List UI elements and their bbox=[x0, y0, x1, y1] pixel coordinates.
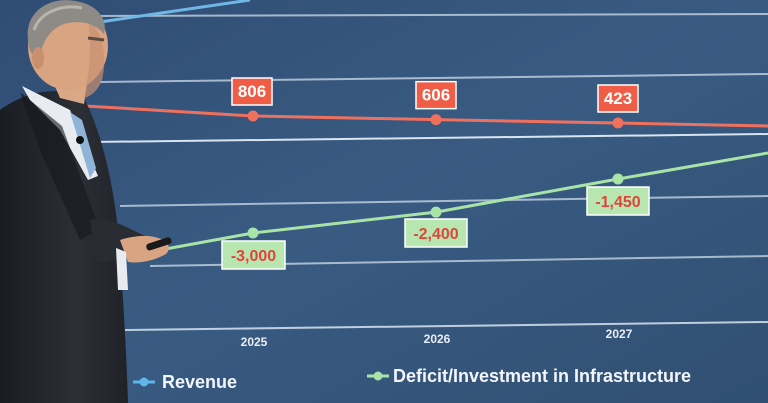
deficit-point bbox=[247, 227, 259, 239]
revenue-line-cutoff bbox=[99, 0, 251, 24]
deficit-data-label: -2,400 bbox=[413, 226, 458, 243]
legend-swatch-dot bbox=[373, 371, 383, 381]
x-tick-label: 2027 bbox=[606, 327, 633, 341]
revenue-label-box bbox=[231, 77, 273, 106]
gridline bbox=[99, 73, 768, 83]
gridline bbox=[89, 13, 768, 17]
revenue-point bbox=[612, 117, 624, 129]
deficit-label-box bbox=[404, 218, 468, 248]
gridline bbox=[119, 195, 768, 207]
deficit-point bbox=[430, 206, 442, 218]
gridlines bbox=[89, 13, 768, 331]
gridline bbox=[89, 133, 768, 143]
revenue-label-box bbox=[415, 80, 457, 110]
x-tick-label: 2025 bbox=[241, 335, 268, 349]
revenue-point bbox=[430, 114, 442, 126]
deficit-point bbox=[612, 173, 624, 185]
deficit-data-label: -1,450 bbox=[595, 194, 640, 211]
revenue-point bbox=[247, 110, 259, 122]
deficit-data-label: -3,000 bbox=[231, 248, 276, 265]
legend-label: Revenue bbox=[162, 372, 237, 392]
revenue-label-box bbox=[597, 84, 639, 113]
legend-swatch-dot bbox=[139, 377, 149, 387]
revenue-data-label: 806 bbox=[238, 82, 266, 101]
deficit-label-box bbox=[586, 186, 650, 216]
presenter bbox=[0, 0, 172, 403]
x-tick-label: 2026 bbox=[424, 332, 451, 346]
revenue-data-label: 423 bbox=[604, 89, 632, 108]
legend: Revenue Deficit/Investment in Infrastruct… bbox=[133, 366, 691, 392]
gridline bbox=[124, 321, 768, 331]
revenue-data-label: 606 bbox=[422, 86, 450, 105]
deficit-label-box bbox=[221, 240, 286, 270]
legend-label: Deficit/Investment in Infrastructure bbox=[393, 366, 691, 386]
